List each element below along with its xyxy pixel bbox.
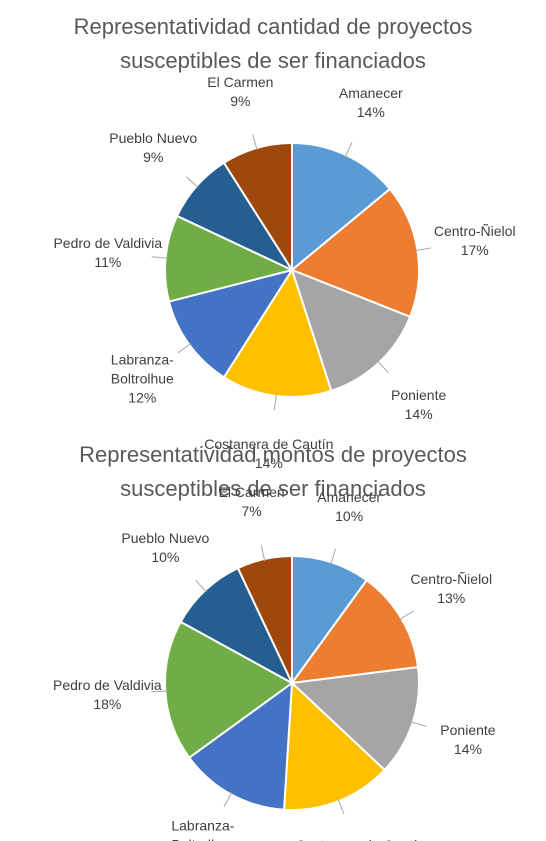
category-label: El Carmen (218, 484, 285, 501)
data-label: Poniente 14% (440, 721, 495, 759)
leader-line (185, 176, 199, 188)
data-label: Amanecer 14% (339, 84, 403, 122)
leader-line (330, 548, 337, 565)
leader-line (344, 142, 353, 158)
category-label: Poniente (391, 386, 447, 403)
leader-line (151, 256, 168, 259)
leader-line (260, 545, 266, 562)
data-label: El Carmen 7% (219, 483, 285, 521)
leader-line (273, 393, 277, 410)
value-label: 14% (404, 405, 433, 422)
leader-line (252, 134, 258, 151)
category-label: Costanera de Cautín (295, 836, 424, 841)
data-label: Pedro de Valdivia 18% (53, 676, 162, 714)
value-label: 17% (460, 242, 489, 259)
leader-line (337, 799, 345, 815)
data-label: Centro-Ñielol 13% (410, 570, 492, 608)
chart-title: Representatividad cantidad de proyectos … (73, 14, 473, 73)
data-label: Pedro de Valdivia 11% (53, 234, 162, 272)
category-label: Centro-Ñielol (410, 570, 493, 587)
value-label: 14% (356, 103, 385, 120)
value-label: 14% (453, 741, 482, 758)
data-label: Labranza- Boltrolhue 12% (111, 350, 174, 407)
leader-line (410, 721, 427, 728)
category-label: Pedro de Valdivia (53, 676, 162, 693)
data-label: El Carmen 9% (207, 73, 273, 111)
category-label: El Carmen (207, 74, 274, 91)
value-label: 18% (93, 695, 122, 712)
leader-line (377, 360, 389, 374)
leader-line (223, 792, 233, 807)
category-label: Pueblo Nuevo (121, 530, 210, 547)
value-label: 13% (437, 589, 466, 606)
data-label: Costanera de Cautín 14% (204, 435, 333, 473)
data-label: Labranza- Boltrolhue14% (171, 817, 234, 841)
leader-line (195, 579, 207, 593)
leader-line (415, 247, 432, 251)
value-label: 10% (335, 508, 364, 525)
category-label: Pueblo Nuevo (109, 129, 198, 146)
value-label: 7% (241, 503, 262, 520)
leader-line (177, 343, 192, 354)
category-label: Labranza- Boltrolhue (110, 351, 174, 387)
category-label: Pedro de Valdivia (53, 234, 163, 251)
data-label: Poniente 14% (391, 386, 446, 424)
value-label: 12% (128, 389, 157, 406)
data-label: Amanecer 10% (317, 488, 381, 526)
leader-line (151, 690, 168, 693)
category-label: Labranza- Boltrolhue (171, 817, 235, 841)
value-label: 11% (94, 253, 122, 270)
category-label: Amanecer (317, 489, 382, 506)
category-label: Amanecer (338, 84, 403, 101)
value-label: 9% (230, 93, 251, 110)
category-label: Costanera de Cautín (204, 435, 334, 452)
chart-title: Representatividad montos de proyectos su… (79, 442, 467, 501)
category-label: Poniente (440, 722, 496, 739)
value-label: 9% (143, 148, 164, 165)
data-label: Pueblo Nuevo 9% (109, 129, 197, 167)
value-label: 10% (151, 549, 180, 566)
leader-line (399, 610, 414, 620)
data-label: Pueblo Nuevo 10% (121, 529, 209, 567)
data-label: Centro-Ñielol 17% (434, 222, 516, 260)
category-label: Centro-Ñielol (433, 223, 516, 240)
value-label: 14% (254, 454, 283, 471)
